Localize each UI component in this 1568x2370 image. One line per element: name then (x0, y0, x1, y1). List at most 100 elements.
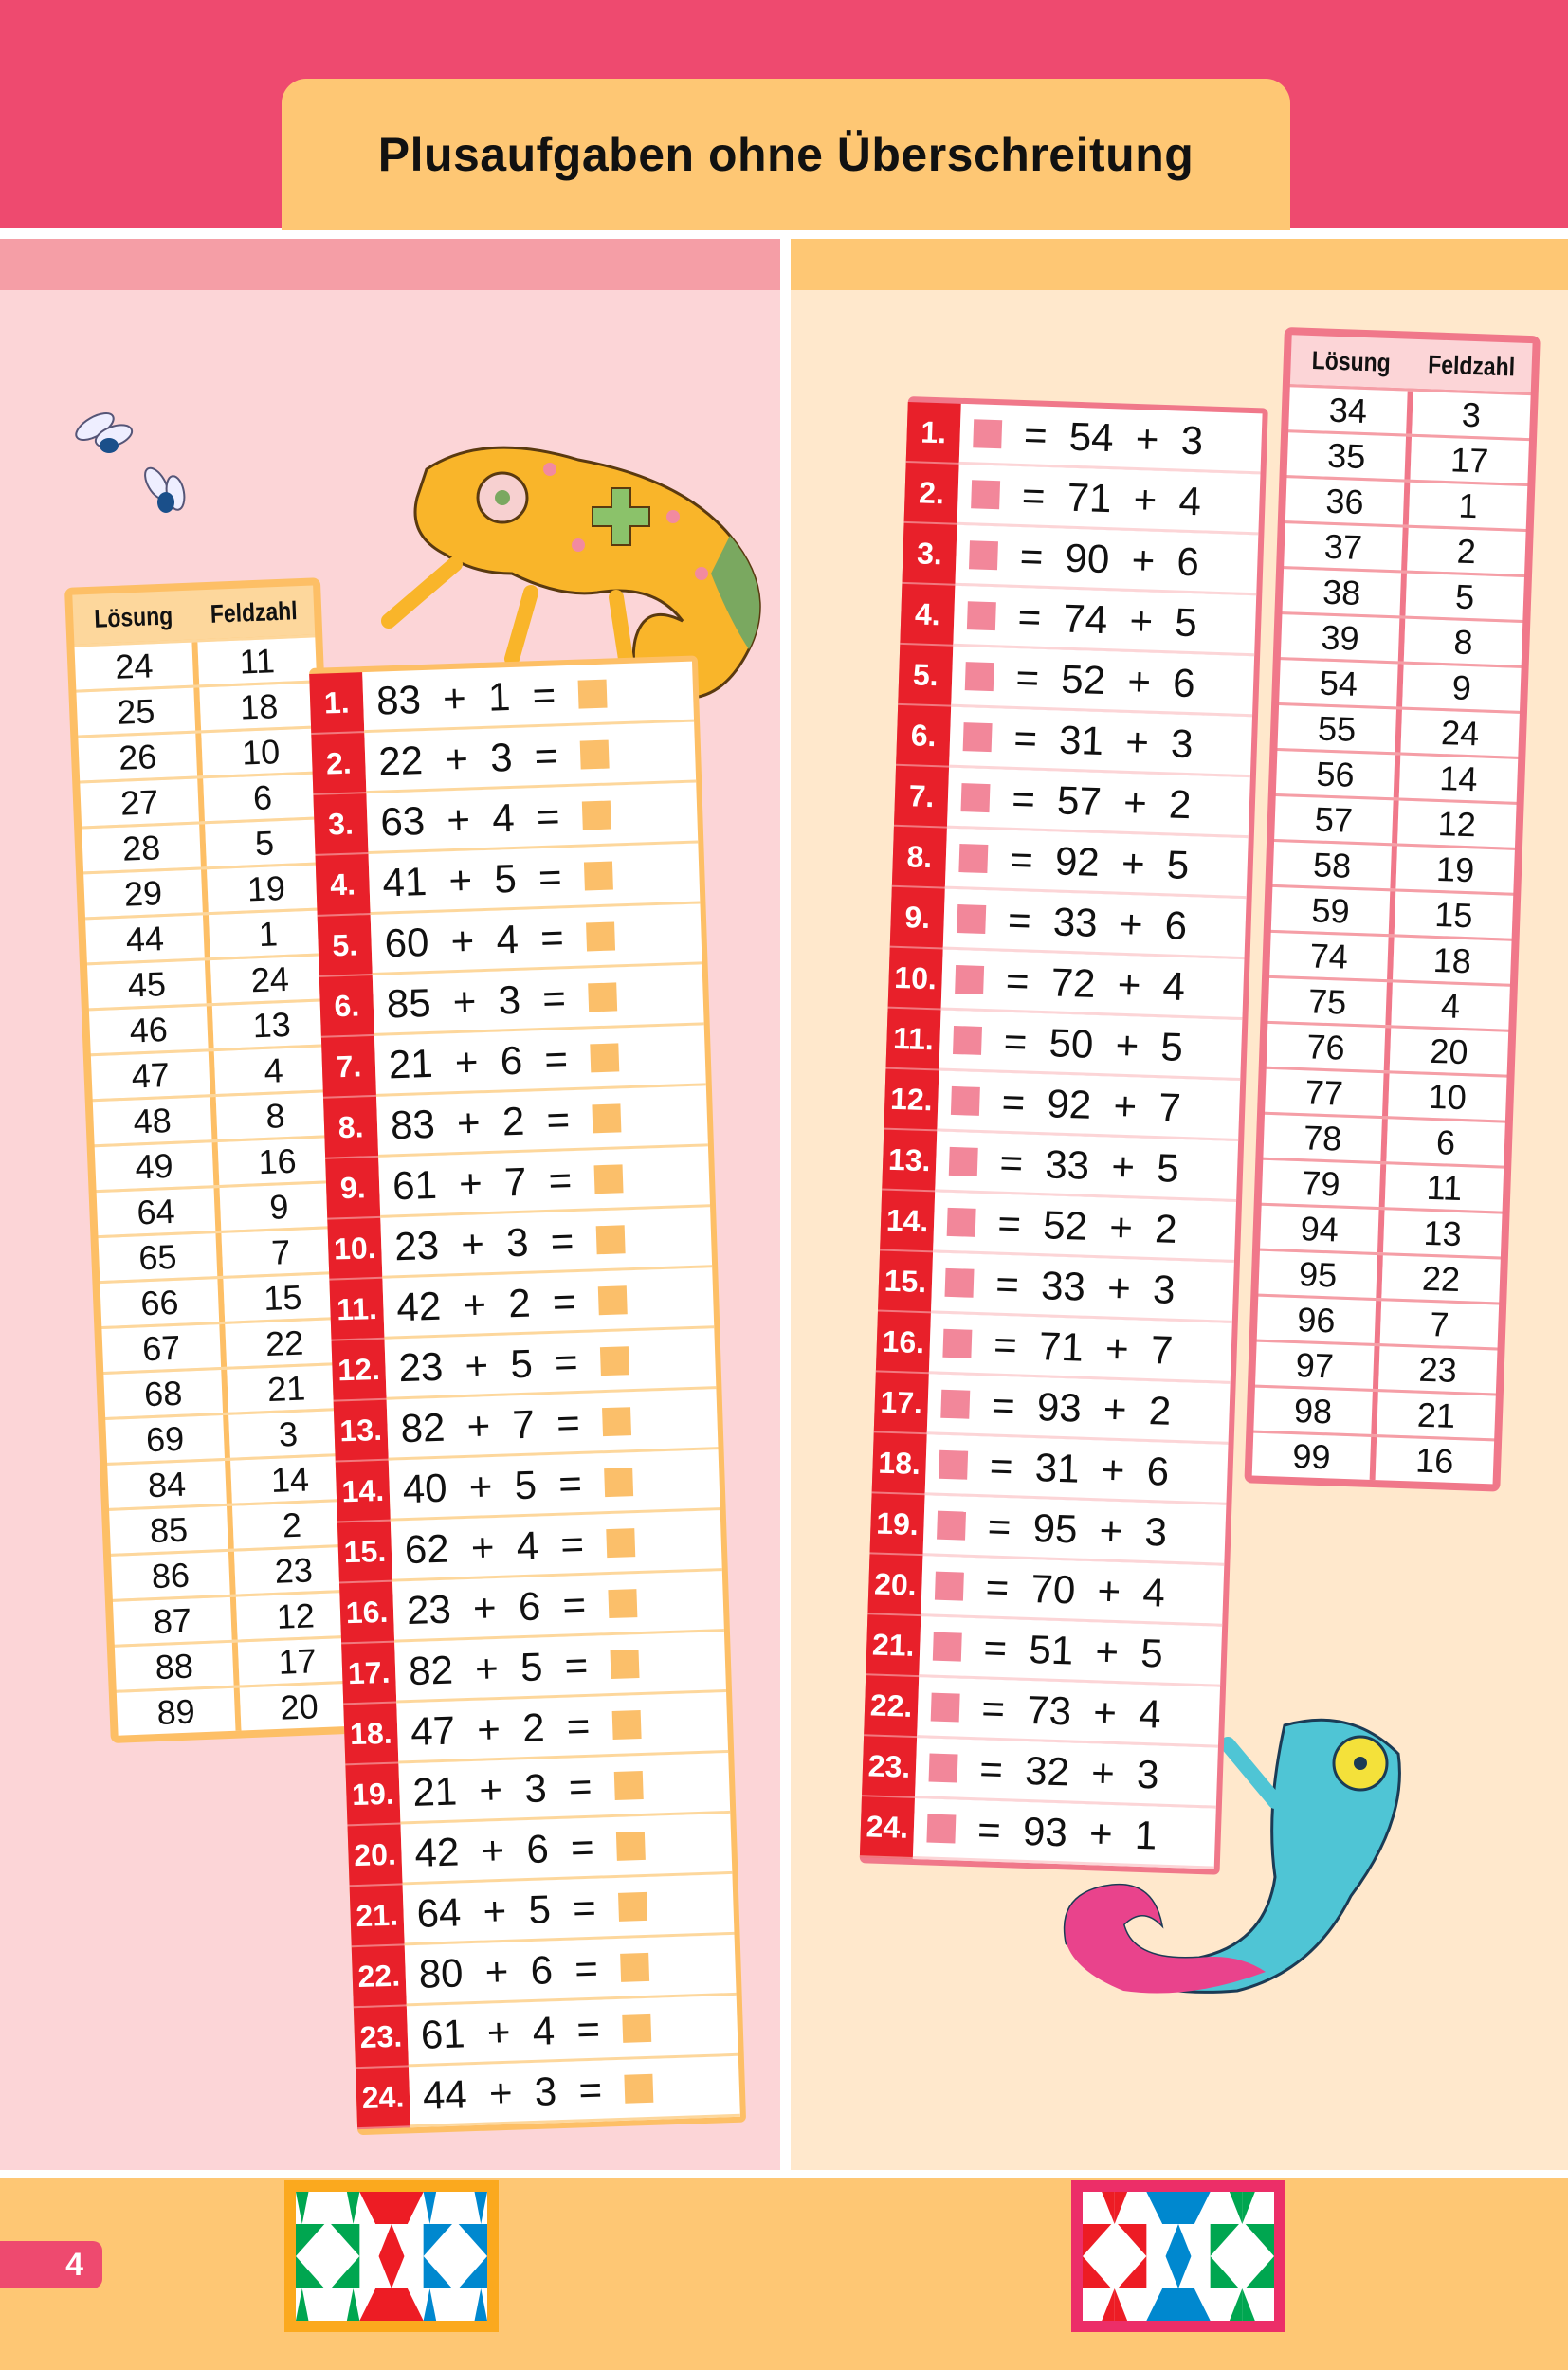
answer-box[interactable] (611, 1709, 642, 1740)
task-number: 9. (889, 886, 945, 950)
answer-box[interactable] (950, 1085, 980, 1116)
loesung-cell: 28 (82, 824, 207, 872)
pattern-triangle (346, 2192, 360, 2224)
pattern-triangle (1210, 2224, 1239, 2256)
table-row: 56 14 (1275, 748, 1519, 802)
loesung-cell: 39 (1280, 614, 1406, 662)
feldzahl-cell: 20 (239, 1683, 359, 1731)
pattern-triangle (474, 2288, 487, 2321)
table-row: 35 17 (1286, 429, 1530, 484)
feldzahl-cell: 21 (1377, 1392, 1496, 1439)
answer-box[interactable] (928, 1753, 958, 1783)
pattern-triangle (359, 2288, 392, 2321)
loesung-cell: 58 (1272, 841, 1397, 889)
table-row: 89 20 (116, 1680, 359, 1736)
task-expression: 42 + 6 = (413, 1824, 595, 1875)
pattern-triangle (1146, 2288, 1178, 2321)
answer-box[interactable] (960, 782, 991, 812)
task-expression: 83 + 1 = (375, 671, 556, 723)
answer-box[interactable] (621, 2013, 651, 2043)
task-expression: 82 + 7 = (399, 1399, 581, 1450)
answer-box[interactable] (973, 418, 1003, 448)
task-expression: 60 + 4 = (383, 914, 565, 966)
table-row: 68 21 (103, 1361, 346, 1417)
answer-box[interactable] (587, 981, 617, 1012)
task-number: 11. (885, 1008, 941, 1071)
feldzahl-cell: 8 (215, 1092, 336, 1139)
task-expression: = 52 + 6 (993, 653, 1196, 705)
answer-box[interactable] (589, 1042, 619, 1072)
answer-box[interactable] (613, 1770, 644, 1800)
pattern-triangle (1102, 2192, 1115, 2224)
task-number: 20. (347, 1824, 403, 1887)
page-title: Plusaufgaben ohne Überschreitung (377, 128, 1194, 181)
answer-box[interactable] (937, 1510, 967, 1540)
answer-box[interactable] (934, 1571, 964, 1601)
answer-box[interactable] (610, 1649, 639, 1679)
answer-box[interactable] (953, 1025, 983, 1055)
pattern-triangle (359, 2192, 392, 2224)
answer-box[interactable] (581, 800, 611, 830)
loesung-cell: 84 (107, 1460, 232, 1508)
answer-box[interactable] (930, 1692, 960, 1723)
feldzahl-cell: 8 (1403, 618, 1523, 665)
answer-box[interactable] (623, 2073, 653, 2104)
answer-box[interactable] (603, 1467, 633, 1497)
answer-box[interactable] (601, 1406, 631, 1436)
answer-box[interactable] (932, 1632, 962, 1662)
answer-box[interactable] (942, 1328, 973, 1358)
table-row: 46 13 (88, 998, 332, 1054)
answer-box[interactable] (969, 539, 998, 570)
answer-box[interactable] (958, 843, 989, 873)
answer-box[interactable] (591, 1103, 621, 1133)
table-row: 85 2 (109, 1498, 352, 1554)
task-number: 14. (335, 1460, 391, 1523)
task-expression: = 54 + 3 (1000, 410, 1204, 463)
pattern-triangle (296, 2256, 325, 2288)
feldzahl-cell: 17 (1410, 436, 1529, 484)
loesung-cell: 34 (1288, 387, 1413, 434)
answer-box[interactable] (619, 1952, 649, 1982)
pattern-triangle (1229, 2288, 1243, 2321)
answer-box[interactable] (955, 964, 985, 994)
answer-box[interactable] (966, 600, 996, 630)
pattern-triangle (1083, 2224, 1112, 2256)
answer-box[interactable] (971, 479, 1001, 509)
loesung-cell: 55 (1277, 705, 1402, 753)
answer-box[interactable] (607, 1588, 637, 1618)
answer-box[interactable] (583, 861, 613, 890)
table-header: Lösung Feldzahl (1289, 335, 1533, 393)
answer-box[interactable] (605, 1527, 635, 1558)
answer-box[interactable] (577, 679, 608, 709)
answer-box[interactable] (595, 1224, 626, 1254)
loesung-cell: 26 (78, 733, 204, 781)
task-number: 13. (882, 1129, 938, 1193)
pattern-triangle (1114, 2288, 1128, 2321)
answer-box[interactable] (940, 1389, 971, 1419)
answer-box[interactable] (597, 1285, 628, 1315)
task-number: 8. (323, 1096, 379, 1159)
answer-box[interactable] (585, 921, 615, 951)
loesung-cell: 96 (1256, 1296, 1382, 1344)
answer-box[interactable] (617, 1891, 647, 1922)
task-number: 5. (898, 644, 954, 707)
answer-box[interactable] (599, 1345, 629, 1376)
answer-box[interactable] (593, 1163, 624, 1194)
answer-box[interactable] (939, 1449, 969, 1480)
loesung-cell: 56 (1275, 751, 1401, 798)
answer-box[interactable] (926, 1813, 957, 1843)
answer-box[interactable] (964, 661, 994, 691)
pattern-triangle (1245, 2256, 1274, 2288)
task-expression: 61 + 7 = (392, 1157, 573, 1208)
answer-box[interactable] (962, 721, 993, 752)
answer-box[interactable] (615, 1831, 646, 1861)
answer-box[interactable] (579, 739, 610, 770)
answer-box[interactable] (948, 1146, 978, 1176)
pattern-triangle (346, 2288, 360, 2321)
task-number: 16. (339, 1581, 395, 1645)
task-number: 21. (866, 1614, 921, 1678)
table-row: 96 7 (1256, 1293, 1500, 1348)
answer-box[interactable] (957, 903, 987, 934)
answer-box[interactable] (946, 1207, 976, 1237)
answer-box[interactable] (944, 1267, 975, 1298)
